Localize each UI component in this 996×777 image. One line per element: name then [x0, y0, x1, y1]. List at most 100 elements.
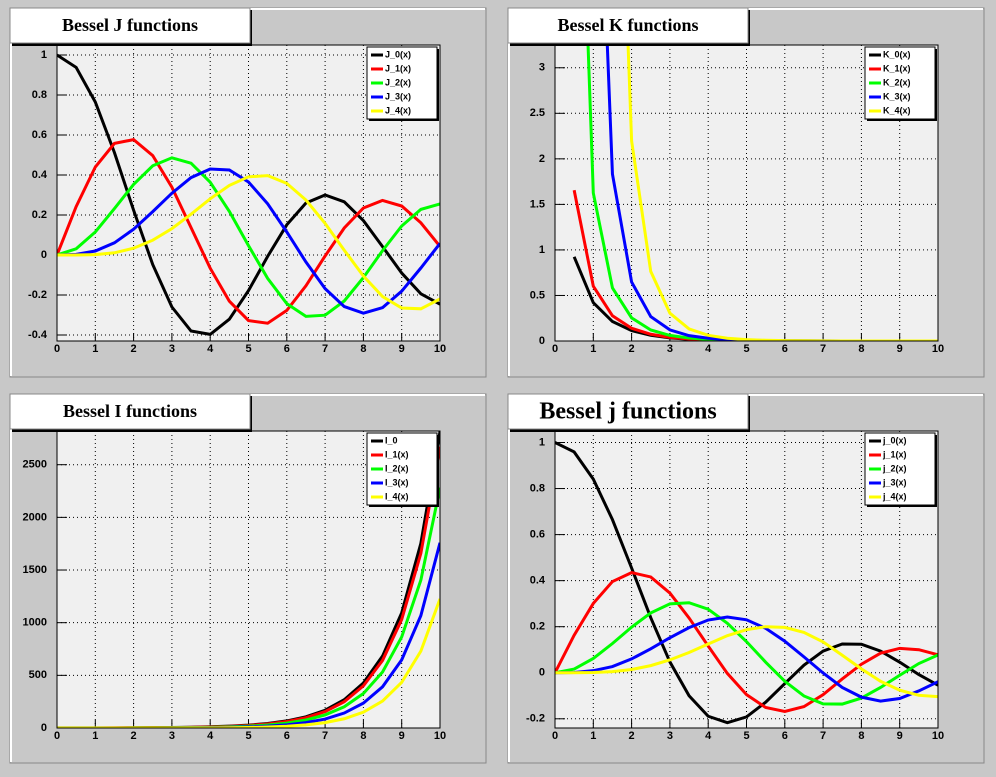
- x-tick-label: 7: [820, 730, 826, 742]
- title-box: [9, 7, 251, 44]
- x-tick-label: 9: [897, 730, 903, 742]
- x-tick-label: 10: [434, 343, 446, 355]
- x-tick-label: 8: [360, 730, 366, 742]
- plot-lines: [555, 441, 938, 725]
- y-tick-label: 0.6: [530, 529, 545, 541]
- y-tick-label: 0.8: [530, 482, 545, 494]
- x-tick-label: 7: [820, 343, 826, 355]
- x-tick-label: 2: [131, 730, 137, 742]
- series-line: [555, 441, 938, 725]
- x-tick-label: 1: [92, 730, 98, 742]
- legend-label: I_2(x): [385, 463, 409, 473]
- series-line: [57, 167, 440, 315]
- y-tick-label: 0.6: [32, 129, 47, 141]
- x-tick-label: 3: [169, 343, 175, 355]
- x-tick-label: 7: [322, 730, 328, 742]
- x-tick-label: 1: [92, 343, 98, 355]
- y-tick-label: 3: [539, 62, 545, 74]
- x-tick-label: 4: [207, 730, 214, 742]
- legend-label: j_1(x): [882, 449, 907, 459]
- legend-label: I_1(x): [385, 449, 409, 459]
- y-tick-label: 1: [41, 49, 47, 61]
- legend-label: J_0(x): [385, 49, 411, 59]
- series-line: [57, 53, 440, 336]
- legend-label: J_2(x): [385, 77, 411, 87]
- chart-pad: -0.4-0.200.20.40.60.810 1 2 3 4 5 6 7 8 9 10J_0(x)…: [9, 7, 487, 378]
- x-tick-label: 1: [590, 343, 596, 355]
- title-box: [507, 7, 749, 44]
- y-tick-label: 2000: [23, 511, 47, 523]
- series-line: [57, 174, 440, 311]
- x-tick-label: 5: [743, 343, 749, 355]
- legend-label: K_3(x): [883, 91, 911, 101]
- y-tick-label: 2: [539, 153, 545, 165]
- series-line: [57, 137, 440, 325]
- y-tick-label: 0: [41, 722, 47, 734]
- legend-label: j_4(x): [882, 491, 907, 501]
- x-tick-label: 10: [434, 730, 446, 742]
- x-tick-label: 0: [552, 730, 558, 742]
- legend-label: I_3(x): [385, 477, 409, 487]
- series-line: [57, 156, 440, 318]
- x-tick-label: 4: [705, 730, 712, 742]
- chart-title: Bessel I functions: [63, 401, 197, 421]
- title-box: [9, 393, 251, 430]
- y-tick-label: 1000: [23, 617, 47, 629]
- legend-label: j_3(x): [882, 477, 907, 487]
- plot-lines: [57, 53, 440, 336]
- y-tick-label: 2500: [23, 459, 47, 471]
- legend-label: K_2(x): [883, 77, 911, 87]
- x-tick-label: 4: [207, 343, 214, 355]
- legend-label: K_1(x): [883, 63, 911, 73]
- x-tick-label: 6: [284, 730, 290, 742]
- x-tick-label: 0: [552, 343, 558, 355]
- x-tick-label: 5: [245, 730, 251, 742]
- series-line: [555, 601, 938, 706]
- x-tick-label: 2: [629, 343, 635, 355]
- x-tick-label: 6: [284, 343, 290, 355]
- y-tick-label: 0.5: [530, 289, 545, 301]
- y-tick-label: 0.4: [530, 575, 546, 587]
- chart-title: Bessel j functions: [539, 399, 716, 425]
- x-tick-label: 10: [932, 730, 944, 742]
- y-tick-label: 1: [539, 244, 545, 256]
- x-tick-label: 3: [667, 343, 673, 355]
- y-tick-label: 0: [539, 335, 545, 347]
- x-tick-label: 8: [858, 343, 864, 355]
- x-tick-label: 2: [131, 343, 137, 355]
- x-tick-label: 5: [245, 343, 251, 355]
- y-tick-label: 0: [41, 249, 47, 261]
- y-tick-label: 1: [539, 436, 545, 448]
- y-tick-label: 2.5: [530, 107, 545, 119]
- x-tick-label: 9: [399, 730, 405, 742]
- legend-label: K_0(x): [883, 49, 911, 59]
- y-tick-label: -0.2: [28, 289, 47, 301]
- x-tick-label: 6: [782, 343, 788, 355]
- x-tick-label: 8: [858, 730, 864, 742]
- chart-pad: 0 0.5 1 1.5 2 2.5 3 0 1 2 3 4 5 6 7 8 9 10 K_0(x) K_1(x) K_2…: [507, 7, 985, 378]
- x-tick-label: 6: [782, 730, 788, 742]
- chart-pad: 0 500 1000 1500 2000 2500 0 1 2 3 4 5 6 7 8 9 10 I_0 I_1(x…: [9, 393, 487, 764]
- x-tick-label: 10: [932, 343, 944, 355]
- x-tick-label: 0: [54, 343, 60, 355]
- x-tick-label: 9: [399, 343, 405, 355]
- y-tick-label: 1500: [23, 564, 47, 576]
- y-tick-label: 500: [29, 669, 47, 681]
- y-tick-label: 0: [539, 667, 545, 679]
- x-tick-label: 5: [743, 730, 749, 742]
- x-tick-label: 3: [169, 730, 175, 742]
- chart-title: Bessel K functions: [557, 15, 698, 35]
- y-tick-label: -0.2: [526, 713, 545, 725]
- series-line: [555, 615, 938, 703]
- x-tick-label: 4: [705, 343, 712, 355]
- y-tick-label: -0.4: [28, 329, 48, 341]
- y-tick-label: 0.2: [32, 209, 47, 221]
- series-line: [555, 571, 938, 713]
- legend-label: J_1(x): [385, 63, 411, 73]
- legend-label: J_4(x): [385, 105, 411, 115]
- y-tick-label: 0.4: [32, 169, 48, 181]
- legend-label: j_0(x): [882, 435, 907, 445]
- legend-label: J_3(x): [385, 91, 411, 101]
